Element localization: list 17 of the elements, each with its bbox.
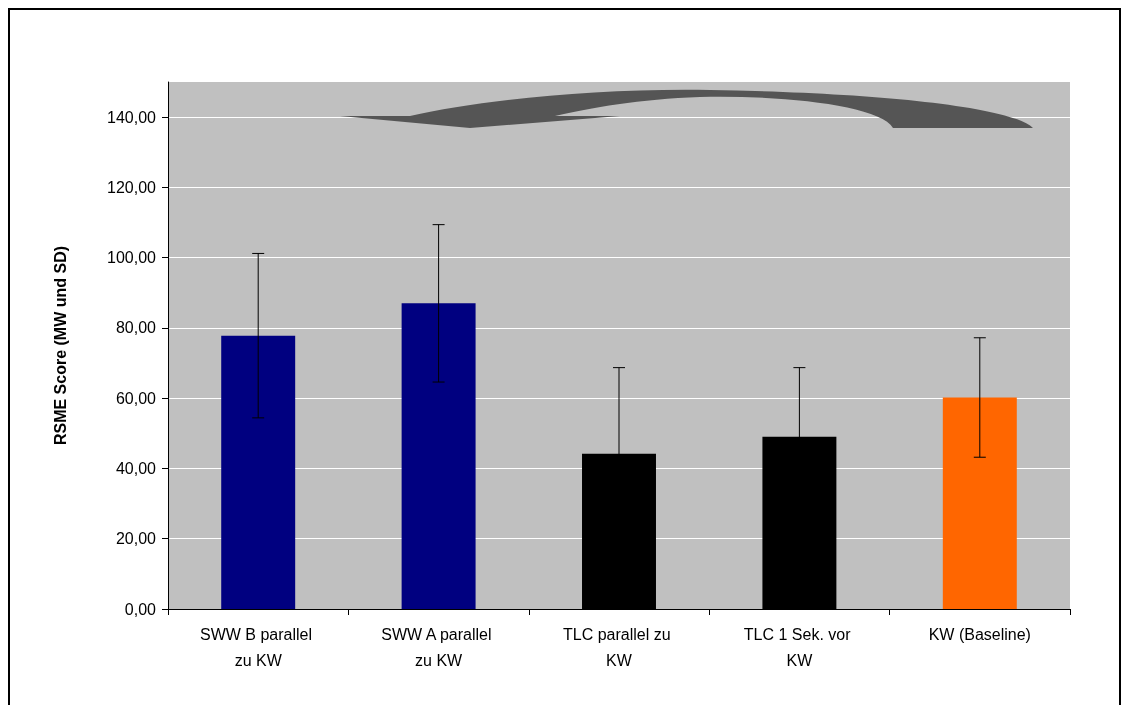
y-axis-title: RSME Score (MW und SD)	[51, 245, 69, 446]
y-tick-label: 80,00	[115, 319, 157, 337]
bar	[942, 397, 1017, 609]
y-tick-label: 140,00	[107, 108, 157, 126]
bar	[401, 303, 476, 609]
x-tick-label: TLC 1 Sek. vor KW	[743, 625, 855, 669]
x-tick-label: TLC parallel zu KW	[562, 625, 676, 669]
bar	[221, 335, 296, 609]
x-tick-label: SWW B parallel zu KW	[199, 625, 317, 669]
y-tick-label: 120,00	[107, 178, 157, 196]
y-tick-label: 100,00	[107, 249, 157, 267]
x-tick-label: SWW A parallel zu KW	[381, 625, 496, 669]
y-tick-label: 40,00	[115, 459, 157, 477]
x-tick-label: KW (Baseline)	[928, 625, 1031, 643]
y-tick-label: 60,00	[115, 389, 157, 407]
y-tick-label: 0,00	[124, 600, 157, 618]
y-tick-label: 20,00	[115, 530, 157, 548]
